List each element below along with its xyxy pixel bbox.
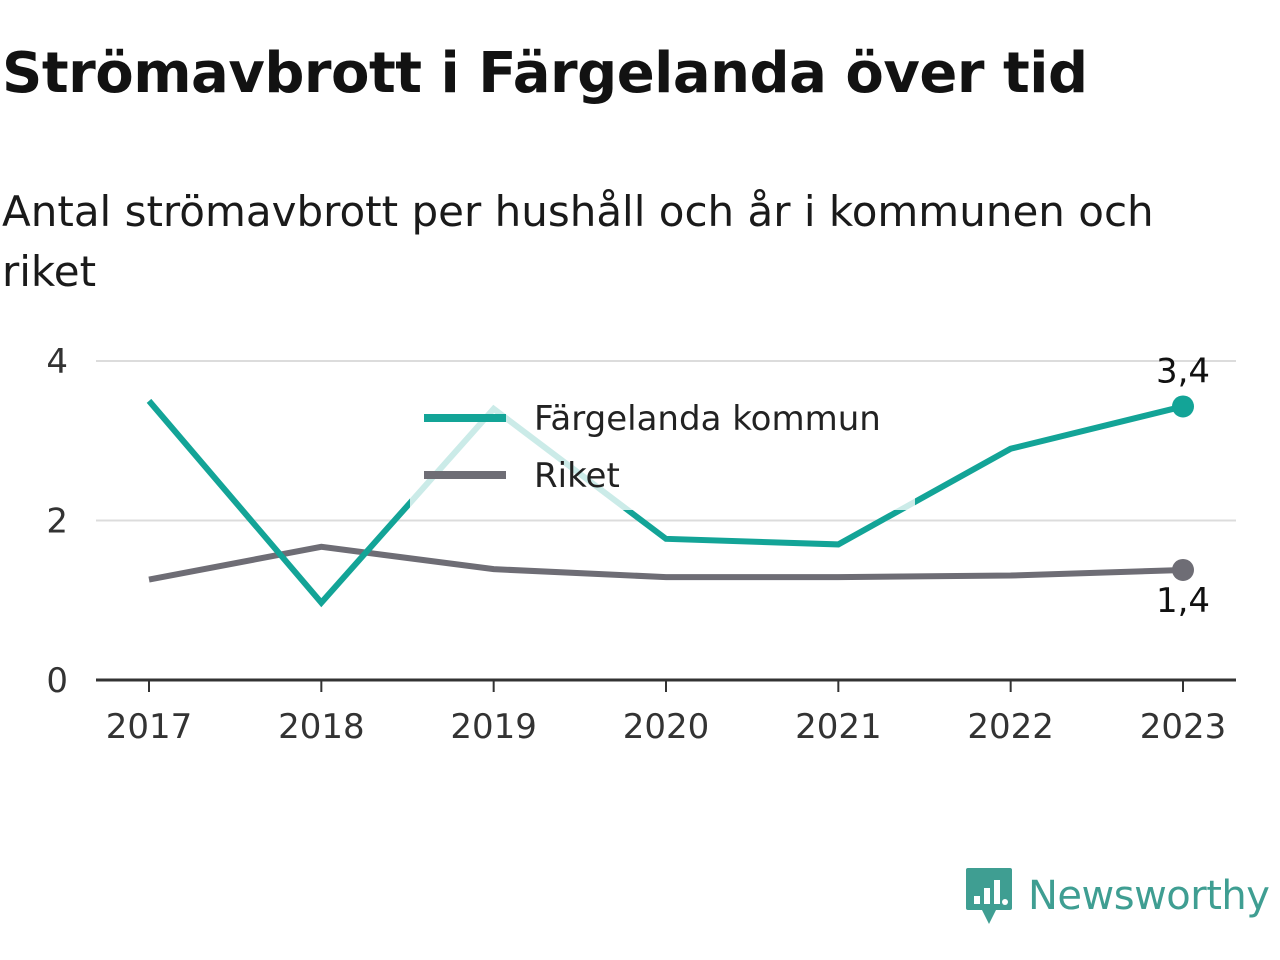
y-tick-label: 0 bbox=[46, 661, 68, 701]
brand-name: Newsworthy bbox=[1028, 873, 1270, 919]
legend-label: Färgelanda kommun bbox=[534, 399, 881, 439]
x-tick-label: 2018 bbox=[278, 707, 365, 747]
legend-label: Riket bbox=[534, 456, 620, 496]
newsworthy-logo-icon bbox=[966, 868, 1012, 924]
chart-title: Strömavbrott i Färgelanda över tid bbox=[2, 41, 1088, 106]
data-point-end bbox=[1172, 558, 1194, 581]
series bbox=[146, 395, 1194, 608]
legend: Färgelanda kommun Riket bbox=[410, 392, 915, 510]
x-tick-label: 2019 bbox=[450, 707, 537, 747]
series-line bbox=[146, 398, 1184, 608]
series-line bbox=[148, 543, 1184, 583]
x-tick-label: 2021 bbox=[795, 707, 882, 747]
grid bbox=[96, 360, 1236, 522]
data-point-end bbox=[1172, 395, 1194, 418]
chart-subtitle: Antal strömavbrott per hushåll och år i … bbox=[2, 187, 1154, 296]
x-axis: 2017 2018 2019 2020 2021 2022 2023 bbox=[96, 678, 1236, 747]
end-value-label: 3,4 bbox=[1156, 351, 1210, 391]
y-tick-label: 4 bbox=[46, 342, 68, 382]
end-value-label: 1,4 bbox=[1156, 581, 1210, 621]
legend-background bbox=[410, 392, 915, 510]
y-axis: 0 2 4 bbox=[46, 342, 68, 701]
end-labels: 3,4 1,4 bbox=[1156, 351, 1210, 620]
y-tick-label: 2 bbox=[46, 502, 68, 542]
x-tick-label: 2022 bbox=[967, 707, 1054, 747]
x-tick-label: 2020 bbox=[623, 707, 710, 747]
x-tick-label: 2017 bbox=[106, 707, 193, 747]
x-tick-label: 2023 bbox=[1140, 707, 1227, 747]
newsworthy-brand: Newsworthy bbox=[964, 864, 1270, 928]
